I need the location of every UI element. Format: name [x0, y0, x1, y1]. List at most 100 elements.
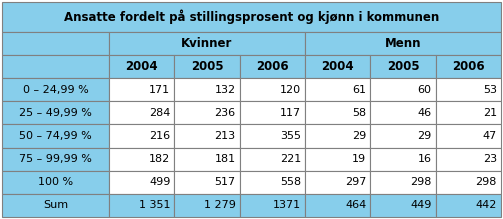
Text: 47: 47 — [483, 131, 497, 141]
Text: 21: 21 — [483, 108, 497, 118]
Text: 2006: 2006 — [452, 60, 485, 73]
Text: 117: 117 — [280, 108, 301, 118]
Text: Ansatte fordelt på stillingsprosent og kjønn i kommunen: Ansatte fordelt på stillingsprosent og k… — [64, 10, 439, 24]
Bar — [370, 171, 436, 194]
Bar — [370, 101, 436, 124]
Bar — [305, 124, 370, 148]
Text: 25 – 49,99 %: 25 – 49,99 % — [19, 108, 92, 118]
Text: 100 %: 100 % — [38, 177, 73, 187]
Bar — [2, 78, 109, 101]
Bar — [436, 101, 501, 124]
Text: 517: 517 — [215, 177, 236, 187]
Text: 29: 29 — [352, 131, 366, 141]
Text: 0 – 24,99 %: 0 – 24,99 % — [23, 85, 89, 95]
Text: 58: 58 — [352, 108, 366, 118]
Bar — [175, 101, 239, 124]
Bar — [436, 148, 501, 171]
Text: 19: 19 — [352, 154, 366, 164]
Text: 297: 297 — [345, 177, 366, 187]
Text: 499: 499 — [149, 177, 171, 187]
Bar — [239, 148, 305, 171]
Text: 298: 298 — [410, 177, 432, 187]
Text: 1371: 1371 — [273, 200, 301, 210]
Bar — [239, 78, 305, 101]
Bar — [239, 194, 305, 217]
Bar — [305, 55, 370, 78]
Bar — [436, 124, 501, 148]
Text: 2005: 2005 — [387, 60, 420, 73]
Bar — [305, 194, 370, 217]
Text: 236: 236 — [215, 108, 236, 118]
Bar — [239, 124, 305, 148]
Text: 50 – 74,99 %: 50 – 74,99 % — [19, 131, 92, 141]
Text: 442: 442 — [476, 200, 497, 210]
Bar — [305, 101, 370, 124]
Bar — [2, 148, 109, 171]
Bar — [109, 194, 175, 217]
Text: 213: 213 — [215, 131, 236, 141]
Bar — [109, 55, 175, 78]
Bar — [175, 124, 239, 148]
Bar — [175, 171, 239, 194]
Text: 171: 171 — [149, 85, 171, 95]
Text: 2004: 2004 — [321, 60, 354, 73]
Bar — [436, 171, 501, 194]
Text: 60: 60 — [417, 85, 432, 95]
Text: 1 351: 1 351 — [139, 200, 171, 210]
Bar — [370, 124, 436, 148]
Bar — [109, 101, 175, 124]
Text: 2004: 2004 — [125, 60, 158, 73]
Bar — [436, 78, 501, 101]
Bar — [2, 124, 109, 148]
Text: 558: 558 — [280, 177, 301, 187]
Bar — [175, 78, 239, 101]
Bar — [175, 148, 239, 171]
Bar — [2, 2, 501, 32]
Text: 61: 61 — [352, 85, 366, 95]
Bar — [370, 194, 436, 217]
Text: 16: 16 — [417, 154, 432, 164]
Text: 284: 284 — [149, 108, 171, 118]
Bar — [2, 194, 109, 217]
Text: 120: 120 — [280, 85, 301, 95]
Text: Sum: Sum — [43, 200, 68, 210]
Bar — [109, 78, 175, 101]
Bar — [436, 194, 501, 217]
Bar — [370, 78, 436, 101]
Text: Menn: Menn — [385, 37, 421, 50]
Text: 181: 181 — [215, 154, 236, 164]
Bar — [305, 78, 370, 101]
Bar — [2, 55, 109, 78]
Bar — [175, 194, 239, 217]
Bar — [2, 32, 109, 55]
Bar — [2, 171, 109, 194]
Text: 23: 23 — [483, 154, 497, 164]
Text: 464: 464 — [345, 200, 366, 210]
Text: 29: 29 — [417, 131, 432, 141]
Bar — [109, 32, 305, 55]
Text: 132: 132 — [215, 85, 236, 95]
Text: 2005: 2005 — [191, 60, 223, 73]
Bar — [436, 55, 501, 78]
Text: 75 – 99,99 %: 75 – 99,99 % — [19, 154, 92, 164]
Bar — [239, 55, 305, 78]
Bar — [370, 55, 436, 78]
Bar — [239, 101, 305, 124]
Bar — [305, 171, 370, 194]
Text: 221: 221 — [280, 154, 301, 164]
Bar — [370, 148, 436, 171]
Text: 53: 53 — [483, 85, 497, 95]
Text: Kvinner: Kvinner — [181, 37, 233, 50]
Text: 449: 449 — [410, 200, 432, 210]
Bar — [305, 148, 370, 171]
Bar — [2, 101, 109, 124]
Text: 355: 355 — [280, 131, 301, 141]
Bar — [109, 124, 175, 148]
Bar — [109, 148, 175, 171]
Bar — [109, 171, 175, 194]
Text: 216: 216 — [149, 131, 171, 141]
Text: 182: 182 — [149, 154, 171, 164]
Text: 46: 46 — [417, 108, 432, 118]
Text: 1 279: 1 279 — [204, 200, 236, 210]
Bar — [239, 171, 305, 194]
